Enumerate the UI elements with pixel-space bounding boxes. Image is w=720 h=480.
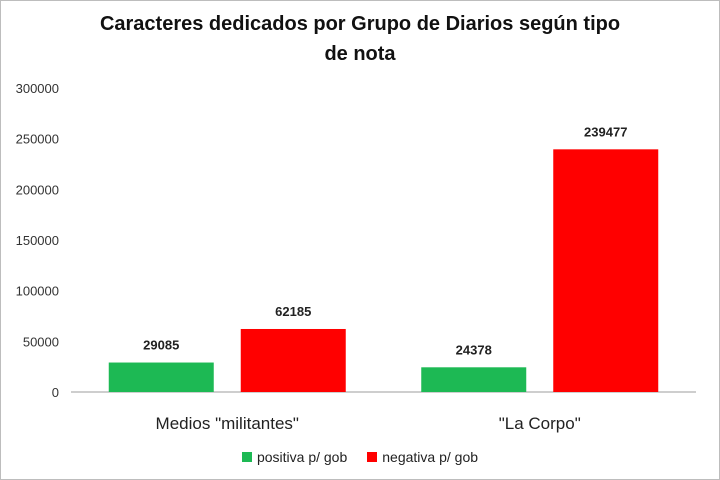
legend-swatch-positiva — [241, 452, 252, 462]
y-tick-label-2: 100000 — [16, 284, 59, 299]
legend-label-negativa: negativa p/ gob — [382, 449, 479, 465]
data-label-0-1: 62185 — [275, 304, 311, 319]
legend-item-negativa: negativa p/ gob — [367, 449, 478, 465]
chart-title: Caracteres dedicados por Grupo de Diario… — [41, 9, 679, 69]
legend-item-positiva: positiva p/ gob — [241, 449, 348, 465]
bar-layer — [108, 149, 659, 392]
chart-title-line-1: Caracteres dedicados por Grupo de Diario… — [99, 13, 621, 35]
legend: positiva p/ gob negativa p/ gob — [1, 449, 719, 465]
data-label-1-0: 24378 — [456, 342, 492, 357]
y-tick-label-5: 250000 — [16, 132, 59, 147]
bar-1-0 — [421, 367, 527, 392]
x-category-label-1: "La Corpo" — [499, 414, 581, 433]
y-tick-label-0: 0 — [52, 385, 59, 400]
legend-swatch-negativa — [367, 452, 378, 462]
y-tick-label-1: 50000 — [23, 334, 59, 349]
y-tick-label-4: 200000 — [16, 182, 59, 197]
label-layer: 29085 62185 Medios "militantes" 24378 239477… — [143, 124, 627, 433]
y-tick-label-6: 300000 — [16, 81, 59, 96]
x-category-label-0: Medios "militantes" — [156, 414, 299, 433]
legend-label-positiva: positiva p/ gob — [256, 449, 348, 465]
y-tick-label-3: 150000 — [16, 233, 59, 248]
data-label-1-1: 239477 — [584, 124, 627, 139]
bar-0-0 — [108, 362, 214, 392]
chart-title-line-2: de nota — [324, 43, 396, 65]
bar-0-1 — [240, 328, 346, 392]
data-label-0-0: 29085 — [143, 338, 179, 353]
bar-1-1 — [553, 149, 659, 392]
